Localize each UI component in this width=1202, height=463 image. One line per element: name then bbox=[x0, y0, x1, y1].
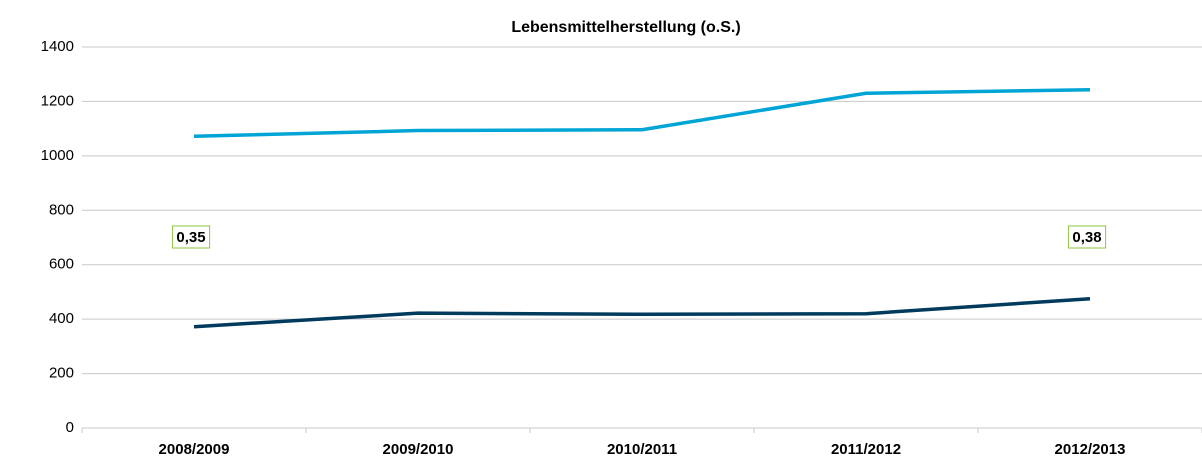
series-line bbox=[193, 296, 1091, 329]
annotation: 0,38 bbox=[1072, 229, 1101, 246]
y-tick-label: 1400 bbox=[41, 38, 74, 55]
y-tick-label: 600 bbox=[49, 256, 74, 273]
series-line bbox=[193, 87, 1091, 139]
x-tick-label: 2010/2011 bbox=[607, 441, 677, 458]
x-tick-label: 2009/2010 bbox=[383, 441, 454, 458]
y-tick-label: 0 bbox=[66, 419, 74, 436]
x-tick-label: 2008/2009 bbox=[159, 441, 230, 458]
annotation-box bbox=[171, 225, 211, 249]
chart-title: Lebensmittelherstellung (o.S.) bbox=[511, 19, 740, 36]
y-tick-label: 400 bbox=[49, 310, 74, 327]
annotation: 0,35 bbox=[176, 229, 205, 246]
y-tick-label: 800 bbox=[49, 201, 74, 218]
y-tick-label: 1200 bbox=[41, 92, 74, 109]
y-tick-label: 200 bbox=[49, 365, 74, 382]
y-tick-label: 1000 bbox=[41, 147, 74, 164]
annotation-box bbox=[1067, 225, 1107, 249]
x-tick-label: 2012/2013 bbox=[1055, 441, 1126, 458]
x-tick-label: 2011/2012 bbox=[831, 441, 901, 458]
